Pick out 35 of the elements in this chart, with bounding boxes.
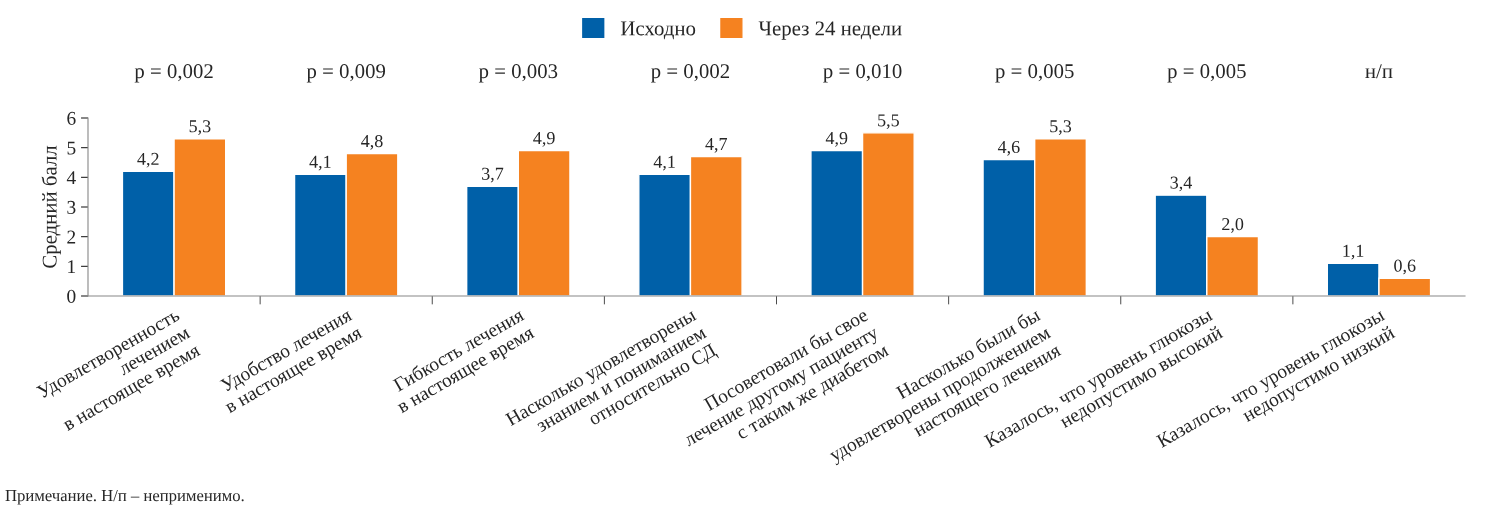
- text: 5,3: [1050, 120, 1072, 135]
- y-tick-label: 2: [67, 230, 76, 244]
- text: 2,0: [1222, 218, 1244, 233]
- text: 4,9: [825, 132, 848, 147]
- y-tick-label: 4: [66, 171, 76, 185]
- text: p = 0,009: [306, 64, 386, 83]
- text: p = 0,010: [823, 64, 902, 83]
- text: 4,2: [137, 152, 159, 168]
- text: 3,4: [1170, 176, 1192, 192]
- text: 5,3: [189, 120, 211, 135]
- text: 5,5: [878, 114, 899, 129]
- y-tick-label: 5: [67, 141, 76, 155]
- legend-label: Через 24 недели: [758, 21, 902, 40]
- text: 3,7: [482, 167, 504, 183]
- text: 4,8: [361, 134, 383, 150]
- text: p = 0,002: [651, 64, 730, 83]
- text: p = 0,002: [134, 64, 213, 83]
- text: p = 0,005: [1167, 64, 1246, 83]
- y-tick-label: 3: [67, 200, 76, 214]
- text: p = 0,003: [478, 64, 558, 83]
- text: 4,1: [653, 155, 675, 171]
- text: 4,7: [705, 138, 728, 153]
- y-tick-label: 1: [68, 260, 76, 274]
- y-tick-label: 0: [67, 289, 76, 303]
- y-tick-label: 6: [67, 111, 76, 125]
- legend-label: Исходно: [620, 21, 696, 40]
- text: Примечание. Н/п – неприменимо.: [5, 490, 244, 505]
- text: 1,1: [1343, 244, 1364, 260]
- text: н/п: [1365, 64, 1393, 79]
- text: 4,1: [309, 155, 331, 171]
- text: 4,6: [997, 140, 1020, 156]
- y-axis-title: Средний балл: [41, 145, 61, 268]
- text: 4,9: [533, 132, 555, 147]
- text: 0,6: [1394, 259, 1416, 275]
- text: p = 0,005: [995, 64, 1074, 83]
